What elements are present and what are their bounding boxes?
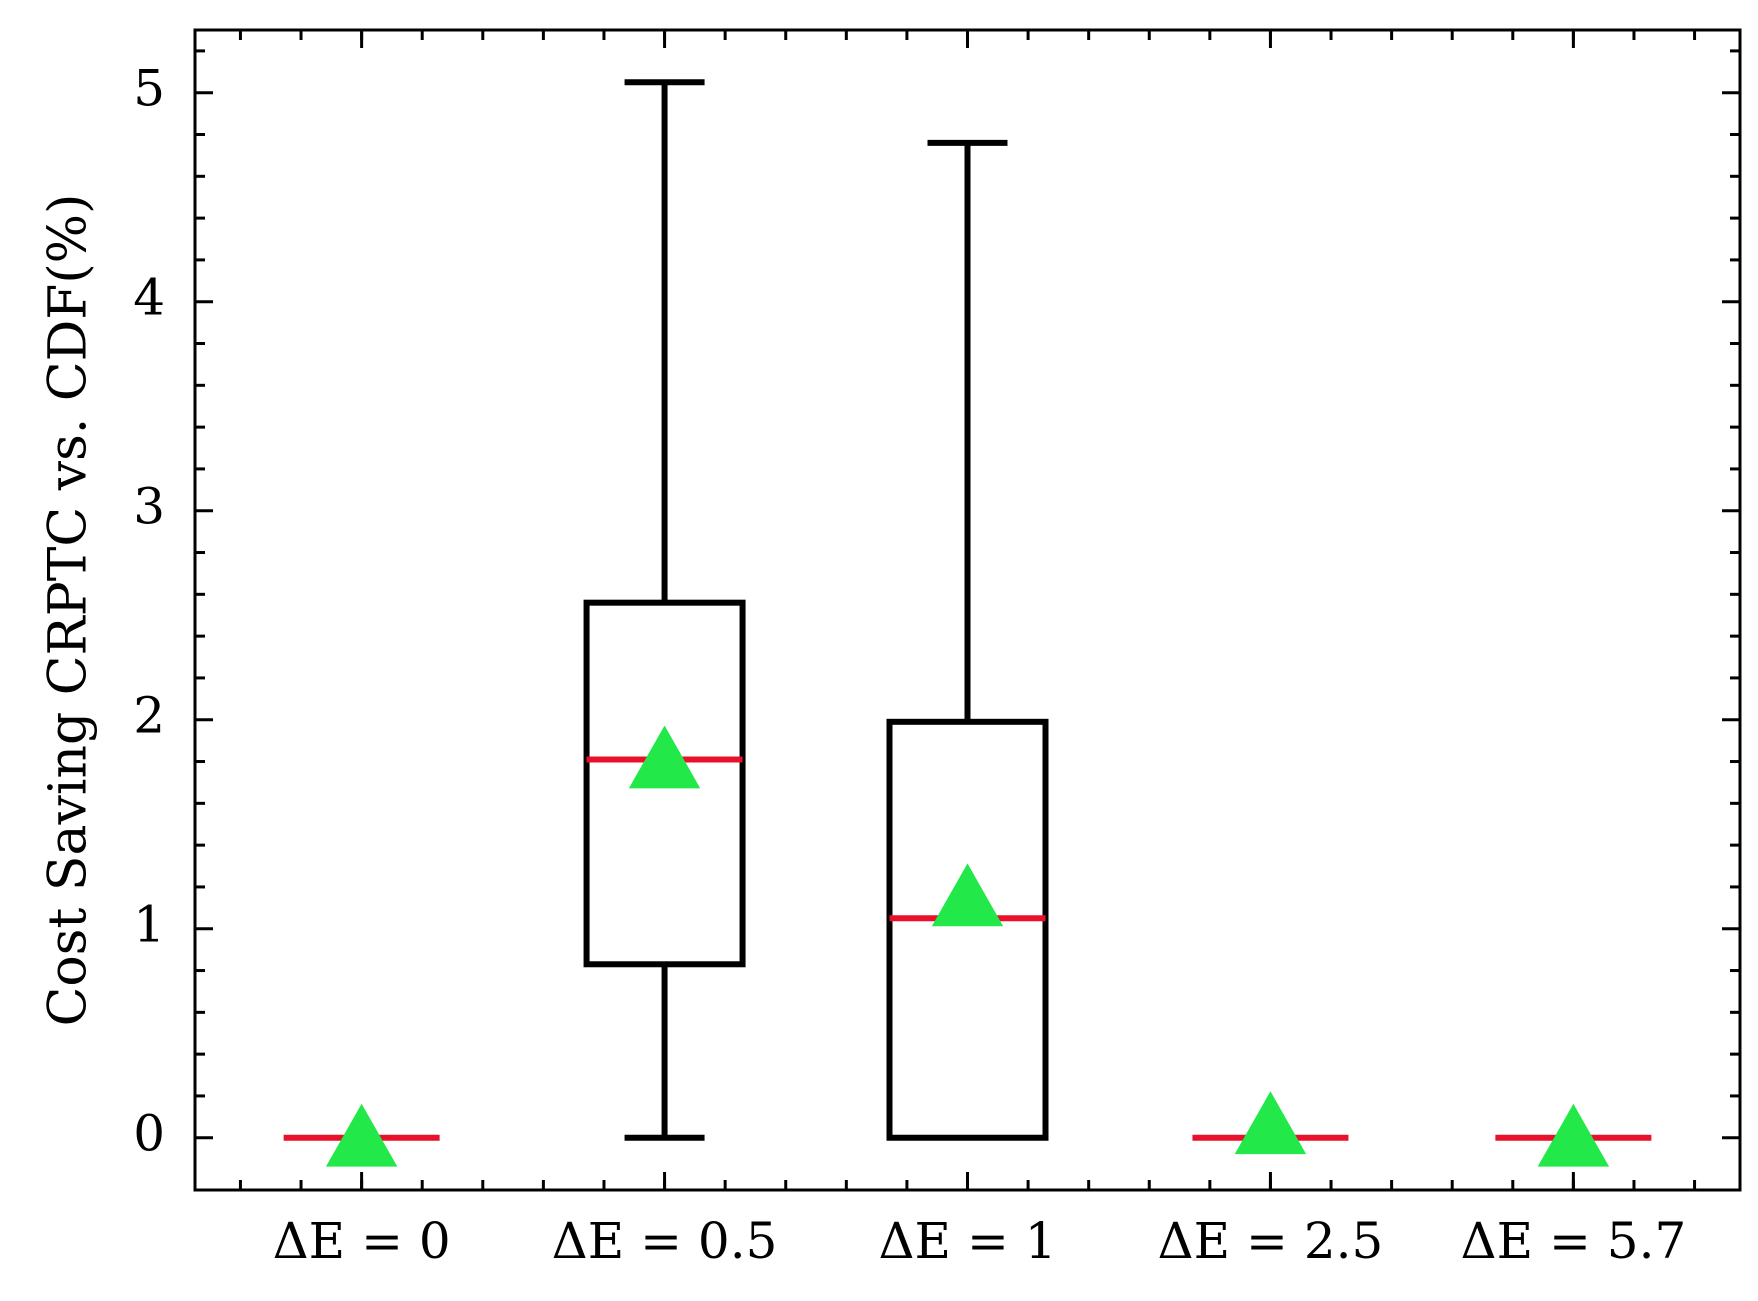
box-iqr (583, 599, 746, 968)
tick-labels: 0 1 2 3 4 5 ΔE = 0 ΔE = 0.5 ΔE = 1 ΔE = 2.5 ΔE = 5… (133, 60, 1686, 1270)
x-tick-label: ΔE = 5.7 (1460, 1212, 1686, 1270)
axis-ticks (195, 30, 1740, 1190)
x-tick-label: ΔE = 0.5 (552, 1212, 778, 1270)
box-iqr (886, 718, 1049, 1141)
mean-marker (325, 1103, 398, 1167)
x-tick-label: ΔE = 2.5 (1158, 1212, 1384, 1270)
x-tick-label: ΔE = 0 (273, 1212, 451, 1270)
mean-marker (1234, 1091, 1307, 1155)
mean-marker (1537, 1103, 1610, 1167)
y-tick-label: 4 (133, 269, 165, 327)
y-axis-label: Cost Saving CRPTC vs. CDF(%) (39, 194, 99, 1027)
mean-marker (931, 863, 1004, 927)
mean-marker (628, 725, 701, 789)
y-tick-label: 0 (133, 1105, 165, 1163)
plot-area (283, 79, 1652, 1167)
y-tick-label: 1 (133, 896, 165, 954)
x-tick-label: ΔE = 1 (878, 1212, 1056, 1270)
y-tick-label: 2 (133, 687, 165, 745)
y-tick-label: 5 (133, 60, 165, 118)
y-tick-label: 3 (133, 478, 165, 536)
